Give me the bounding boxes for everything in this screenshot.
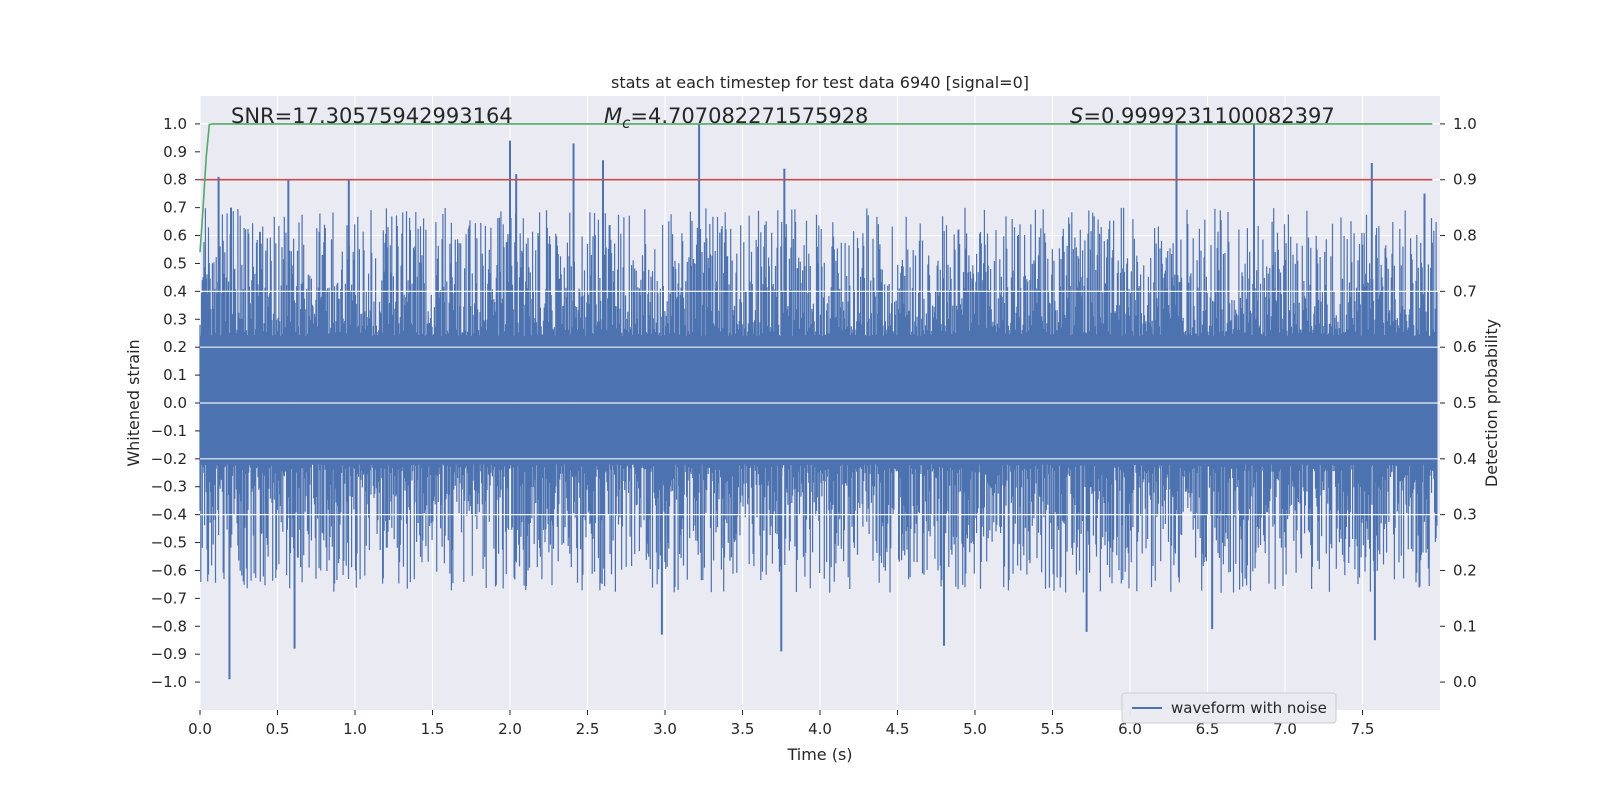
s-value: =0.9999231100082397 [1083, 104, 1334, 128]
chart-title: stats at each timestep for test data 694… [611, 73, 1029, 92]
y2-axis-ticks: 0.0 0.1 0.2 0.3 0.4 0.5 0.6 0.7 0.8 0.9 1.0 [1440, 115, 1477, 691]
x-axis-ticks: 0.0 0.5 1.0 1.5 2.0 2.5 3.0 3.5 4.0 4.5 5.0 5.5 6.0 6… [188, 710, 1374, 738]
x-tick-label-0: 0.0 [188, 720, 212, 738]
y-tick-label-11: 0.1 [163, 366, 187, 384]
y-tick-label-15: 0.5 [163, 254, 187, 272]
y2-tick-label-10: 1.0 [1453, 115, 1477, 133]
s-symbol: S [1070, 104, 1083, 128]
y2-tick-label-2: 0.2 [1453, 561, 1477, 579]
y-tick-label-7: −0.3 [151, 478, 187, 496]
y-tick-label-12: 0.2 [163, 338, 187, 356]
x-tick-label-6: 3.0 [653, 720, 677, 738]
y-tick-label-13: 0.3 [163, 310, 187, 328]
y2-axis-label: Detection probability [1482, 319, 1501, 487]
legend: waveform with noise [1121, 692, 1337, 724]
y-tick-label-19: 0.9 [163, 143, 187, 161]
y2-tick-label-5: 0.5 [1453, 394, 1477, 412]
y2-tick-label-8: 0.8 [1453, 227, 1477, 245]
y-tick-label-16: 0.6 [163, 227, 187, 245]
x-axis-label: Time (s) [786, 745, 852, 764]
mc-subscript: c [622, 114, 631, 132]
y-tick-label-20: 1.0 [163, 115, 187, 133]
y-tick-label-10: 0.0 [163, 394, 187, 412]
x-tick-label-3: 1.5 [421, 720, 445, 738]
x-tick-label-15: 7.5 [1351, 720, 1375, 738]
legend-box [1121, 692, 1337, 724]
y-tick-label-1: −0.9 [151, 645, 187, 663]
mc-value: =4.707082271575928 [630, 104, 868, 128]
x-tick-label-1: 0.5 [266, 720, 290, 738]
mc-annotation: Mc=4.707082271575928 [604, 104, 868, 132]
y2-tick-label-9: 0.9 [1453, 171, 1477, 189]
y-tick-label-14: 0.4 [163, 282, 187, 300]
y-tick-label-8: −0.2 [151, 450, 187, 468]
y2-tick-label-3: 0.3 [1453, 506, 1477, 524]
x-tick-label-10: 5.0 [963, 720, 987, 738]
x-tick-label-2: 1.0 [343, 720, 367, 738]
y2-tick-label-0: 0.0 [1453, 673, 1477, 691]
y-tick-label-9: −0.1 [151, 422, 187, 440]
y-tick-label-17: 0.7 [163, 199, 187, 217]
x-tick-label-9: 4.5 [886, 720, 910, 738]
y-tick-label-4: −0.6 [151, 561, 187, 579]
y-tick-label-2: −0.8 [151, 617, 187, 635]
x-tick-label-13: 6.5 [1196, 720, 1220, 738]
x-tick-label-5: 2.5 [576, 720, 600, 738]
y-tick-label-18: 0.8 [163, 171, 187, 189]
y2-tick-label-1: 0.1 [1453, 617, 1477, 635]
y2-tick-label-4: 0.4 [1453, 450, 1477, 468]
waveform-series [199, 123, 1440, 680]
y-axis-ticks: −1.0 −0.9 −0.8 −0.7 −0.6 −0.5 −0.4 −0.3 −0.2 −0.1… [151, 115, 200, 691]
probability-series [199, 123, 1433, 253]
y2-tick-label-6: 0.6 [1453, 338, 1477, 356]
mc-symbol: M [604, 104, 622, 128]
legend-label-waveform: waveform with noise [1171, 699, 1327, 717]
y2-tick-label-7: 0.7 [1453, 282, 1477, 300]
x-tick-label-11: 5.5 [1041, 720, 1065, 738]
x-tick-label-4: 2.0 [498, 720, 522, 738]
x-tick-label-14: 7.0 [1273, 720, 1297, 738]
s-annotation: S=0.9999231100082397 [1070, 104, 1335, 128]
y-tick-label-5: −0.5 [151, 534, 187, 552]
snr-annotation: SNR=17.30575942993164 [231, 104, 513, 128]
x-tick-label-12: 6.0 [1118, 720, 1142, 738]
x-tick-label-7: 3.5 [731, 720, 755, 738]
y-tick-label-0: −1.0 [151, 673, 187, 691]
x-tick-label-8: 4.0 [808, 720, 832, 738]
y-tick-label-3: −0.7 [151, 589, 187, 607]
y-tick-label-6: −0.4 [151, 506, 187, 524]
y-axis-label: Whitened strain [124, 339, 143, 466]
detection-probability-line [199, 123, 1433, 253]
